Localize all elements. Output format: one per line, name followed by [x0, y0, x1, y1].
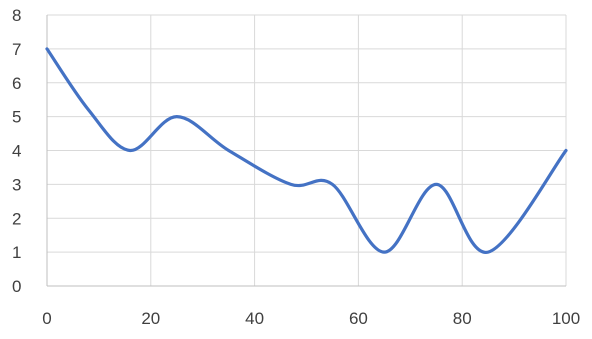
- y-tick-label: 5: [12, 108, 21, 127]
- series-line: [45, 47, 568, 254]
- y-tick-label: 6: [12, 74, 21, 93]
- y-tick-label: 8: [12, 6, 21, 25]
- x-tick-label: 100: [552, 309, 580, 328]
- x-tick-label: 40: [245, 309, 264, 328]
- x-tick-label: 0: [42, 309, 51, 328]
- y-tick-label: 0: [12, 277, 21, 296]
- y-tick-label: 4: [12, 142, 21, 161]
- y-tick-label: 1: [12, 243, 21, 262]
- axes: [46, 15, 566, 287]
- y-tick-label: 2: [12, 209, 21, 228]
- y-tick-label: 3: [12, 175, 21, 194]
- x-tick-label: 60: [349, 309, 368, 328]
- y-tick-label: 7: [12, 40, 21, 59]
- series-layer: [45, 47, 568, 254]
- x-tick-label: 20: [141, 309, 160, 328]
- x-tick-label: 80: [453, 309, 472, 328]
